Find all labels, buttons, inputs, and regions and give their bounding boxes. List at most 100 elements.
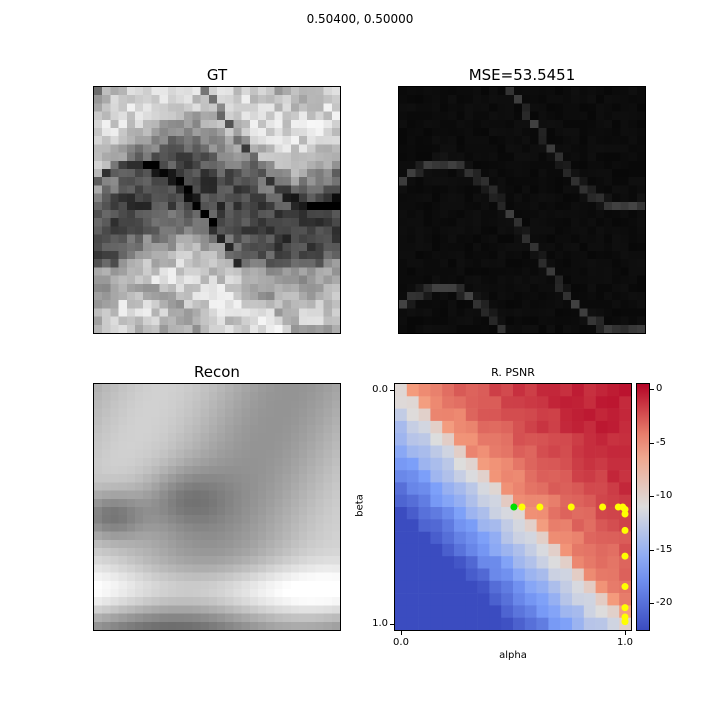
pixel-cell	[554, 259, 564, 268]
pixel-cell	[307, 267, 316, 276]
pixel-cell	[258, 193, 267, 202]
pixel-cell	[530, 119, 539, 129]
pixel-cell	[110, 400, 119, 409]
pixel-cell	[505, 95, 514, 104]
pixel-cell	[258, 316, 267, 325]
pixel-cell	[110, 531, 119, 540]
pixel-cell	[249, 605, 259, 614]
pixel-cell	[407, 136, 416, 145]
pixel-cell	[522, 111, 531, 120]
pixel-cell	[423, 169, 432, 178]
pixel-cell	[110, 267, 119, 276]
pixel-cell	[266, 218, 275, 227]
pixel-cell	[208, 251, 218, 260]
pixel-cell	[102, 572, 111, 581]
pixel-cell	[628, 251, 637, 260]
psnr-cell	[406, 408, 419, 422]
psnr-cell	[536, 593, 549, 606]
pixel-cell	[472, 259, 482, 268]
pixel-cell	[307, 242, 316, 252]
pixel-cell	[118, 572, 127, 581]
pixel-cell	[620, 111, 629, 120]
pixel-cell	[274, 392, 283, 401]
psnr-cell	[607, 420, 620, 434]
pixel-cell	[217, 564, 226, 573]
pixel-cell	[167, 416, 177, 426]
pixel-cell	[407, 95, 416, 104]
pixel-cell	[464, 251, 473, 260]
pixel-cell	[110, 292, 119, 301]
pixel-cell	[546, 242, 555, 252]
pixel-cell	[431, 292, 441, 301]
pixel-cell	[225, 292, 234, 301]
pixel-cell	[530, 234, 539, 243]
pixel-cell	[94, 275, 103, 284]
pixel-cell	[192, 613, 201, 622]
psnr-cell	[395, 482, 408, 495]
pixel-cell	[208, 515, 218, 524]
pixel-cell	[217, 400, 226, 409]
pixel-cell	[399, 292, 408, 301]
pixel-cell	[431, 300, 441, 309]
pixel-cell	[481, 201, 490, 211]
psnr-cell	[560, 384, 573, 397]
pixel-cell	[233, 251, 242, 260]
pixel-cell	[208, 136, 218, 145]
pixel-cell	[233, 613, 242, 622]
pixel-cell	[282, 597, 291, 606]
pixel-cell	[331, 242, 340, 252]
pixel-cell	[290, 589, 300, 598]
pixel-cell	[505, 210, 514, 219]
pixel-cell	[595, 259, 605, 268]
pixel-cell	[554, 87, 564, 96]
pixel-cell	[200, 87, 209, 96]
pixel-cell	[290, 234, 300, 243]
pixel-cell	[200, 400, 209, 409]
pixel-cell	[258, 218, 267, 227]
pixel-cell	[274, 292, 283, 301]
pixel-cell	[159, 531, 168, 540]
pixel-cell	[225, 384, 234, 393]
pixel-cell	[323, 384, 332, 393]
pixel-cell	[620, 136, 629, 145]
psnr-cell	[430, 531, 443, 545]
psnr-cell	[607, 384, 620, 397]
psnr-cell	[465, 494, 478, 508]
pixel-cell	[176, 482, 185, 491]
pixel-cell	[192, 300, 201, 309]
pixel-cell	[135, 218, 144, 227]
pixel-cell	[200, 441, 209, 450]
pixel-cell	[587, 324, 596, 333]
pixel-cell	[282, 267, 291, 276]
pixel-cell	[266, 169, 275, 178]
pixel-cell	[472, 136, 482, 145]
pixel-cell	[258, 621, 267, 630]
pixel-cell	[497, 292, 506, 301]
pixel-cell	[307, 408, 316, 417]
pixel-cell	[290, 275, 300, 284]
pixel-cell	[538, 251, 547, 260]
pixel-cell	[233, 589, 242, 598]
pixel-cell	[110, 177, 119, 186]
psnr-cell	[607, 408, 620, 422]
pixel-cell	[94, 466, 103, 475]
psnr-cell	[477, 384, 490, 397]
pixel-cell	[143, 482, 152, 491]
psnr-cell	[619, 556, 631, 569]
pixel-cell	[307, 531, 316, 540]
psnr-cell	[430, 384, 443, 397]
pixel-cell	[538, 193, 547, 202]
psnr-cell	[619, 457, 631, 471]
pixel-cell	[415, 201, 424, 211]
pixel-cell	[176, 292, 185, 301]
pixel-cell	[176, 384, 185, 393]
pixel-cell	[143, 316, 152, 325]
pixel-cell	[143, 111, 152, 120]
psnr-heatmap	[395, 384, 631, 630]
pixel-cell	[431, 283, 441, 293]
psnr-cell	[595, 531, 608, 545]
psnr-cell	[595, 433, 608, 446]
pixel-cell	[208, 474, 218, 483]
pixel-cell	[604, 300, 613, 309]
psnr-cell	[395, 519, 408, 532]
